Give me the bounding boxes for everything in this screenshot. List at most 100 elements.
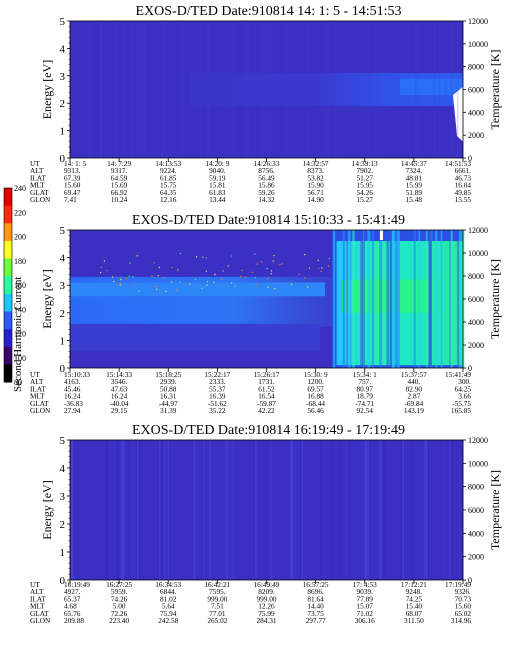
hot-streak [418, 230, 421, 368]
hot-streak [397, 230, 400, 368]
noise-dot [214, 273, 216, 275]
noise-stripe [159, 440, 162, 580]
table-cell: 9224. [160, 166, 177, 175]
table-cell: 16.39 [209, 392, 226, 401]
noise-stripe [244, 21, 246, 158]
noise-stripe [439, 21, 440, 158]
colorbar-frame [3, 187, 13, 383]
table-cell: 9248. [406, 587, 423, 596]
noise-stripe [209, 440, 211, 580]
table-cell: 16:27:25 [106, 580, 132, 589]
table-cell: 81.02 [160, 594, 177, 603]
table-cell: 6844. [160, 587, 177, 596]
hot-streak [360, 230, 363, 368]
hot-streak [335, 230, 338, 368]
noise-dot [195, 256, 198, 258]
table-cell: 15.99 [406, 181, 423, 190]
table-cell: 73.75 [307, 609, 324, 618]
table-cell: 284.31 [256, 616, 276, 625]
noise-dot [179, 252, 181, 255]
colorbar-segment [4, 293, 12, 312]
noise-stripe [227, 21, 229, 158]
noise-stripe [339, 440, 342, 580]
table-cell: 56.71 [307, 188, 324, 197]
table-cell: 14:32:57 [303, 159, 329, 168]
y-tick-label: 3 [60, 280, 66, 292]
y2-tick-label: 4000 [468, 529, 484, 538]
table-row-label: GLAT [30, 399, 49, 408]
noise-stripe [132, 21, 133, 158]
noise-stripe [136, 440, 139, 580]
table-cell: 14: 1: 5 [64, 159, 87, 168]
table-cell: 15.69 [111, 181, 128, 190]
noise-stripe [334, 21, 335, 158]
table-cell: 50.88 [160, 384, 177, 393]
y2-tick-label: 10000 [468, 459, 488, 468]
table-cell: 53.82 [307, 173, 324, 182]
noise-stripe [105, 440, 107, 580]
table-cell: 16:34:53 [155, 580, 181, 589]
noise-dot [165, 290, 167, 292]
table-row-label: GLAT [30, 609, 49, 618]
noise-dot [177, 269, 179, 271]
table-cell: 17:19:49 [445, 580, 471, 589]
table-cell: 15.60 [64, 181, 81, 190]
hot-streak [367, 230, 371, 368]
noise-dot [113, 280, 115, 282]
y-tick-label: 4 [60, 253, 66, 265]
table-row-label: GLON [30, 195, 51, 204]
noise-stripe [100, 21, 101, 158]
table-cell: 16:42:21 [204, 580, 230, 589]
table-cell: 14.40 [307, 602, 324, 611]
noise-stripe [411, 440, 413, 580]
panel-title: EXOS-D/TED Date:910814 15:10:33 - 15:41:… [132, 213, 405, 228]
noise-stripe [128, 440, 130, 580]
noise-stripe [373, 21, 375, 158]
table-cell: 75.94 [160, 609, 177, 618]
noise-dot [279, 263, 281, 266]
table-cell: 74.25 [406, 594, 423, 603]
table-cell: 16.31 [160, 392, 177, 401]
ion-band-core [400, 78, 463, 95]
table-cell: 35.22 [209, 406, 226, 415]
table-cell: 69.57 [307, 384, 324, 393]
table-cell: 16.04 [455, 181, 472, 190]
noise-stripe [326, 21, 328, 158]
colorbar-tick-label: 140 [14, 305, 26, 314]
table-row-label: UT [30, 159, 40, 168]
table-cell: 15.40 [406, 602, 423, 611]
y2-tick-label: 6000 [468, 506, 484, 515]
table-cell: 16.88 [307, 392, 324, 401]
noise-stripe [261, 21, 263, 158]
noise-stripe [117, 440, 119, 580]
noise-dot [266, 267, 268, 270]
y2-tick-label: 10000 [468, 40, 488, 49]
noise-dot [205, 270, 208, 272]
table-cell: 15.75 [160, 181, 177, 190]
y2-tick-label: 2000 [468, 131, 484, 140]
y2-tick-label: 6000 [468, 295, 484, 304]
table-cell: 71.02 [357, 609, 374, 618]
table-row-label: MLT [30, 181, 45, 190]
noise-stripe [291, 440, 294, 580]
y-axis-label: Energy [eV] [40, 60, 54, 119]
table-cell: 72.26 [111, 609, 128, 618]
noise-stripe [290, 440, 292, 580]
y-tick-label: 2 [60, 308, 66, 320]
table-cell: 74.26 [111, 594, 128, 603]
table-cell: 10.24 [111, 195, 128, 204]
y2-tick-label: 6000 [468, 86, 484, 95]
table-cell: 77.01 [209, 609, 226, 618]
noise-stripe [427, 440, 429, 580]
table-cell: 17:12:21 [401, 580, 427, 589]
noise-stripe [118, 440, 120, 580]
noise-stripe [383, 440, 385, 580]
noise-dot [129, 262, 131, 264]
colorbar-segment [4, 311, 12, 330]
table-cell: 15.55 [455, 195, 472, 204]
table-cell: 27.94 [64, 406, 81, 415]
noise-dot [298, 273, 300, 275]
table-cell: -55.75 [452, 399, 471, 408]
colorbar-tick-label: 120 [14, 330, 26, 339]
